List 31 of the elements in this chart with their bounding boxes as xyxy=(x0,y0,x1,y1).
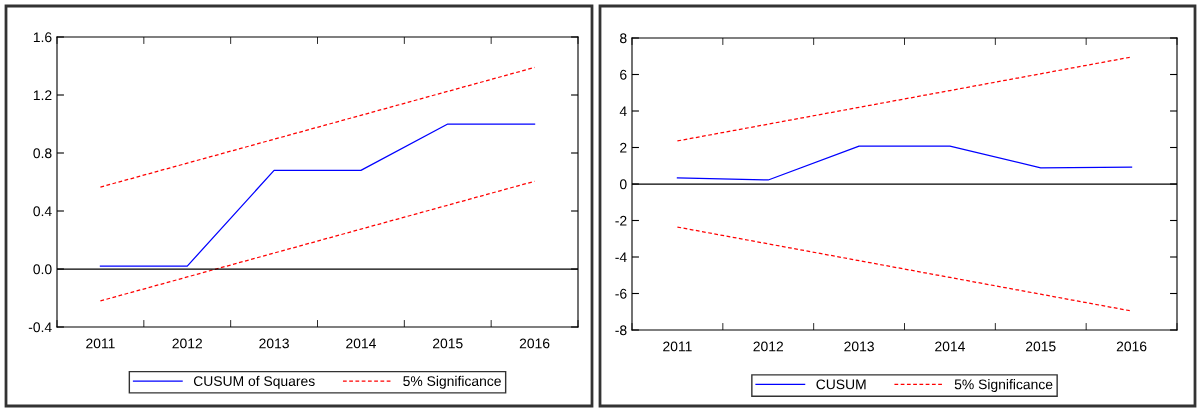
y-tick-label: 1.2 xyxy=(33,90,52,101)
x-tick-label: 2011 xyxy=(86,338,115,349)
x-tick-label: 2015 xyxy=(433,338,463,349)
x-tick-label: 2012 xyxy=(753,341,783,352)
x-tick-label: 2015 xyxy=(1026,341,1056,352)
y-tick-label: -4 xyxy=(615,252,627,263)
legend-label: 5% Significance xyxy=(954,379,1053,393)
legend-label: 5% Significance xyxy=(403,375,501,389)
x-tick-label: 2016 xyxy=(1116,341,1147,352)
x-tick-label: 2016 xyxy=(519,338,550,349)
y-tick-label: 2 xyxy=(620,142,627,153)
legend-label: CUSUM xyxy=(816,379,866,390)
x-tick-label: 2012 xyxy=(172,338,202,349)
y-tick-label: -8 xyxy=(615,325,627,336)
x-tick-label: 2014 xyxy=(346,338,376,349)
legend-label: CUSUM of Squares xyxy=(193,375,315,389)
y-tick-label: 4 xyxy=(619,106,627,117)
y-tick-label: 0.4 xyxy=(33,206,52,217)
x-tick-label: 2011 xyxy=(663,341,692,352)
y-tick-label: 1.6 xyxy=(33,32,52,43)
y-tick-label: -2 xyxy=(615,215,627,226)
y-tick-label: 0.0 xyxy=(33,264,52,275)
y-tick-label: -0.4 xyxy=(28,322,52,333)
y-tick-label: 6 xyxy=(620,69,627,80)
y-tick-label: 8 xyxy=(620,33,627,44)
x-tick-label: 2014 xyxy=(935,341,965,352)
x-tick-label: 2013 xyxy=(259,338,289,349)
y-tick-label: 0 xyxy=(619,179,627,190)
y-tick-label: 0.8 xyxy=(33,148,52,159)
x-tick-label: 2013 xyxy=(844,341,874,352)
y-tick-label: -6 xyxy=(615,288,627,299)
